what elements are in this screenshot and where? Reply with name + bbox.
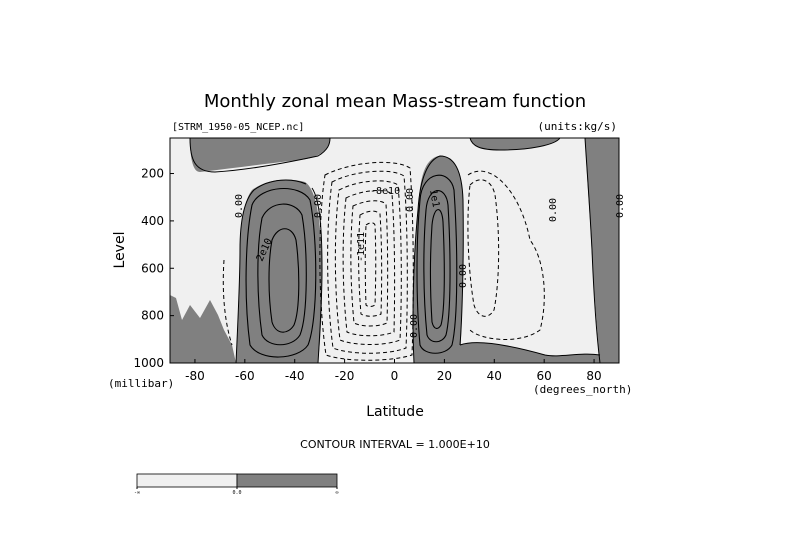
x-units-label: (degrees_north) <box>533 383 632 396</box>
positive-contours <box>245 174 458 358</box>
x-tick-label: 20 <box>437 369 452 383</box>
contour-line <box>350 200 389 327</box>
x-tick-label: -40 <box>285 369 305 383</box>
contour-label: 0.00 <box>405 188 416 212</box>
x-tick-label: -20 <box>335 369 355 383</box>
x-tick-label: -60 <box>235 369 255 383</box>
color-bar-label-min: -∞ <box>134 490 140 496</box>
color-bar-negative <box>136 473 238 488</box>
positive-region-southern-cell <box>236 179 322 363</box>
contour-line <box>235 179 307 364</box>
contour-line <box>584 137 601 364</box>
contour-line <box>467 170 545 340</box>
zero-contours <box>189 137 601 364</box>
contour-line <box>334 180 402 345</box>
positive-region-top-far-right <box>585 138 619 363</box>
contour-line <box>429 209 445 329</box>
contour-labels: 0.00 2e10 0.00 -1e11 -8e10 1e1 0.00 0.00… <box>234 186 626 338</box>
contour-line <box>469 137 561 151</box>
contour-line <box>342 190 396 337</box>
y-tick-label: 200 <box>141 167 164 181</box>
x-tick-label: -80 <box>185 369 205 383</box>
contour-label: 0.00 <box>548 198 559 222</box>
contour-line <box>245 188 317 358</box>
color-bar-label-max: ∞ <box>335 490 338 496</box>
contour-line <box>189 137 331 173</box>
x-tick-label: 0 <box>391 369 399 383</box>
chart-title: Monthly zonal mean Mass-stream function <box>204 91 586 112</box>
contour-label: 0.00 <box>313 194 324 218</box>
contour-label: -8e10 <box>370 186 400 197</box>
contour-line <box>319 161 414 361</box>
x-tick-label: 60 <box>537 369 552 383</box>
negative-contours <box>222 161 545 361</box>
contour-line <box>257 203 307 346</box>
contour-line <box>311 187 323 364</box>
y-units-label: (millibar) <box>108 377 174 390</box>
contour-label: 0.00 <box>409 314 420 338</box>
plot-area <box>169 137 620 364</box>
positive-region-lower-left <box>170 295 236 363</box>
y-tick-label: 1000 <box>133 356 164 370</box>
x-tick-label: 40 <box>487 369 502 383</box>
y-tick-label: 800 <box>141 309 164 323</box>
contour-label: 0.00 <box>234 194 245 218</box>
contour-label: 0.00 <box>458 264 469 288</box>
y-axis-title: Level <box>112 232 128 269</box>
contour-line <box>416 174 458 354</box>
color-bar-positive <box>236 473 338 488</box>
file-label: [STRM_1950-05_NCEP.nc] <box>172 122 304 133</box>
y-tick-label: 600 <box>141 261 164 275</box>
color-bar-label-zero: 0.0 <box>232 490 241 496</box>
positive-region-top-left <box>190 138 330 172</box>
contour-line <box>358 210 383 317</box>
contour-line <box>459 342 601 357</box>
contour-line <box>268 228 300 333</box>
contour-line <box>222 259 233 346</box>
contour-interval-text: CONTOUR INTERVAL = 1.000E+10 <box>300 438 490 451</box>
contour-label: 0.00 <box>615 194 626 218</box>
contour-line <box>423 190 451 343</box>
contour-line <box>327 170 408 354</box>
x-tick-label: 80 <box>586 369 601 383</box>
y-axis: 200 400 600 800 1000 <box>133 167 174 370</box>
units-label: (units:kg/s) <box>538 120 617 133</box>
contour-label: -1e11 <box>356 232 367 262</box>
color-bar: -∞ 0.0 ∞ <box>134 473 339 496</box>
contour-line <box>364 222 377 307</box>
positive-region-bottom-right <box>460 342 600 363</box>
y-tick-label: 400 <box>141 214 164 228</box>
x-axis-title: Latitude <box>366 404 424 420</box>
contour-label: 1e1 <box>427 189 441 209</box>
positive-region-top-right <box>470 138 560 150</box>
x-axis: -80 -60 -40 -20 0 20 40 60 80 <box>185 359 602 383</box>
contour-line <box>467 179 500 317</box>
